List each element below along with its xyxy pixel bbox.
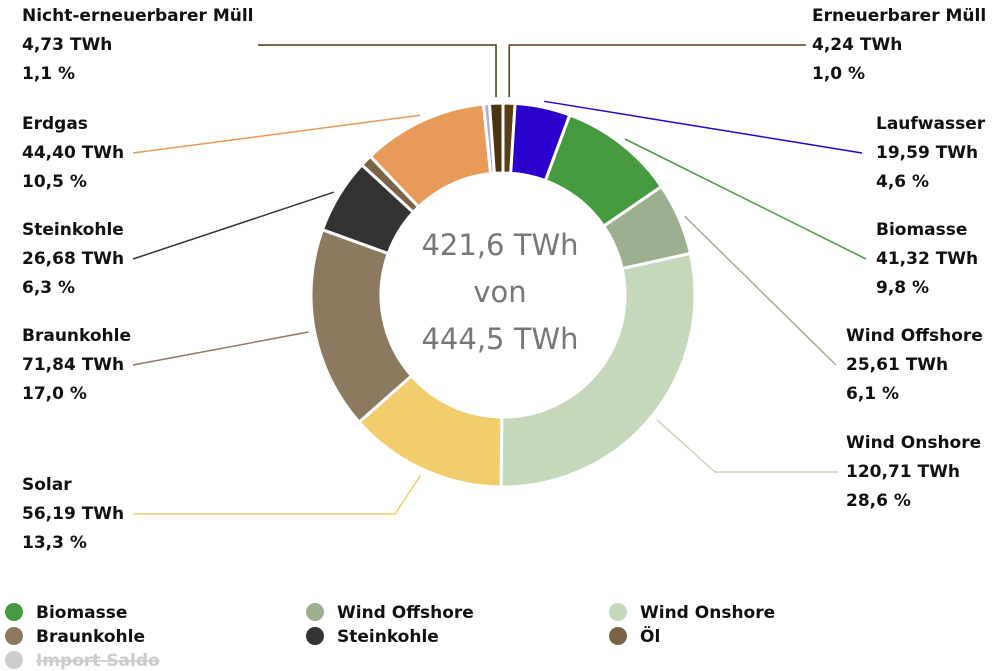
leader-line bbox=[132, 331, 309, 366]
slice-name: Solar bbox=[22, 475, 72, 495]
leader-line bbox=[624, 138, 867, 260]
legend-marker[interactable] bbox=[5, 651, 23, 669]
donut-slice bbox=[487, 101, 505, 175]
legend-marker[interactable] bbox=[306, 603, 324, 621]
center-text: von bbox=[473, 275, 526, 309]
leader-line bbox=[543, 100, 863, 154]
slice-name: Laufwasser bbox=[876, 114, 986, 134]
center-text: 421,6 TWh bbox=[421, 228, 578, 262]
slice-value: 41,32 TWh bbox=[876, 249, 978, 269]
legend-marker[interactable] bbox=[5, 603, 23, 621]
slice-name: Nicht-erneuerbarer Müll bbox=[22, 6, 254, 26]
slice-name: Steinkohle bbox=[22, 220, 124, 240]
slice-percent: 4,6 % bbox=[876, 172, 929, 192]
slice-value: 56,19 TWh bbox=[22, 504, 124, 524]
slice-percent: 17,0 % bbox=[22, 384, 87, 404]
leader-line bbox=[258, 44, 497, 98]
legend-label[interactable]: Biomasse bbox=[36, 603, 127, 623]
legend-label[interactable]: Wind Onshore bbox=[640, 603, 775, 623]
slice-percent: 10,5 % bbox=[22, 172, 87, 192]
leader-line bbox=[684, 215, 837, 366]
slice-value: 4,24 TWh bbox=[812, 35, 902, 55]
slice-percent: 1,1 % bbox=[22, 64, 75, 84]
slice-percent: 9,8 % bbox=[876, 278, 929, 298]
slice-name: Erdgas bbox=[22, 114, 88, 134]
slice-percent: 13,3 % bbox=[22, 533, 87, 553]
legend-label[interactable]: Steinkohle bbox=[337, 627, 439, 647]
slice-name: Biomasse bbox=[876, 220, 967, 240]
legend-label[interactable]: Import Saldo bbox=[36, 651, 160, 671]
donut-slice bbox=[499, 251, 697, 489]
legend-marker[interactable] bbox=[306, 627, 324, 645]
center-text: 444,5 TWh bbox=[421, 322, 578, 356]
legend-label[interactable]: Wind Offshore bbox=[337, 603, 474, 623]
slice-percent: 6,3 % bbox=[22, 278, 75, 298]
slice-name: Braunkohle bbox=[22, 326, 131, 346]
slice-value: 19,59 TWh bbox=[876, 143, 978, 163]
slice-value: 120,71 TWh bbox=[846, 462, 960, 482]
slice-value: 71,84 TWh bbox=[22, 355, 124, 375]
legend-marker[interactable] bbox=[609, 603, 627, 621]
leader-line bbox=[132, 191, 335, 260]
slice-name: Wind Offshore bbox=[846, 326, 983, 346]
legend-label[interactable]: Öl bbox=[640, 625, 660, 647]
slice-percent: 6,1 % bbox=[846, 384, 899, 404]
slice-value: 26,68 TWh bbox=[22, 249, 124, 269]
legend-marker[interactable] bbox=[5, 627, 23, 645]
leader-line bbox=[133, 474, 422, 515]
slice-percent: 28,6 % bbox=[846, 491, 911, 511]
leader-line bbox=[508, 44, 806, 98]
slice-value: 25,61 TWh bbox=[846, 355, 948, 375]
slice-value: 44,40 TWh bbox=[22, 143, 124, 163]
slice-name: Erneuerbarer Müll bbox=[812, 6, 986, 26]
slice-name: Wind Onshore bbox=[846, 433, 981, 453]
legend-marker[interactable] bbox=[609, 627, 627, 645]
slice-value: 4,73 TWh bbox=[22, 35, 112, 55]
leader-line bbox=[656, 419, 838, 473]
slice-percent: 1,0 % bbox=[812, 64, 865, 84]
leader-line bbox=[132, 114, 421, 154]
legend-label[interactable]: Braunkohle bbox=[36, 627, 145, 647]
